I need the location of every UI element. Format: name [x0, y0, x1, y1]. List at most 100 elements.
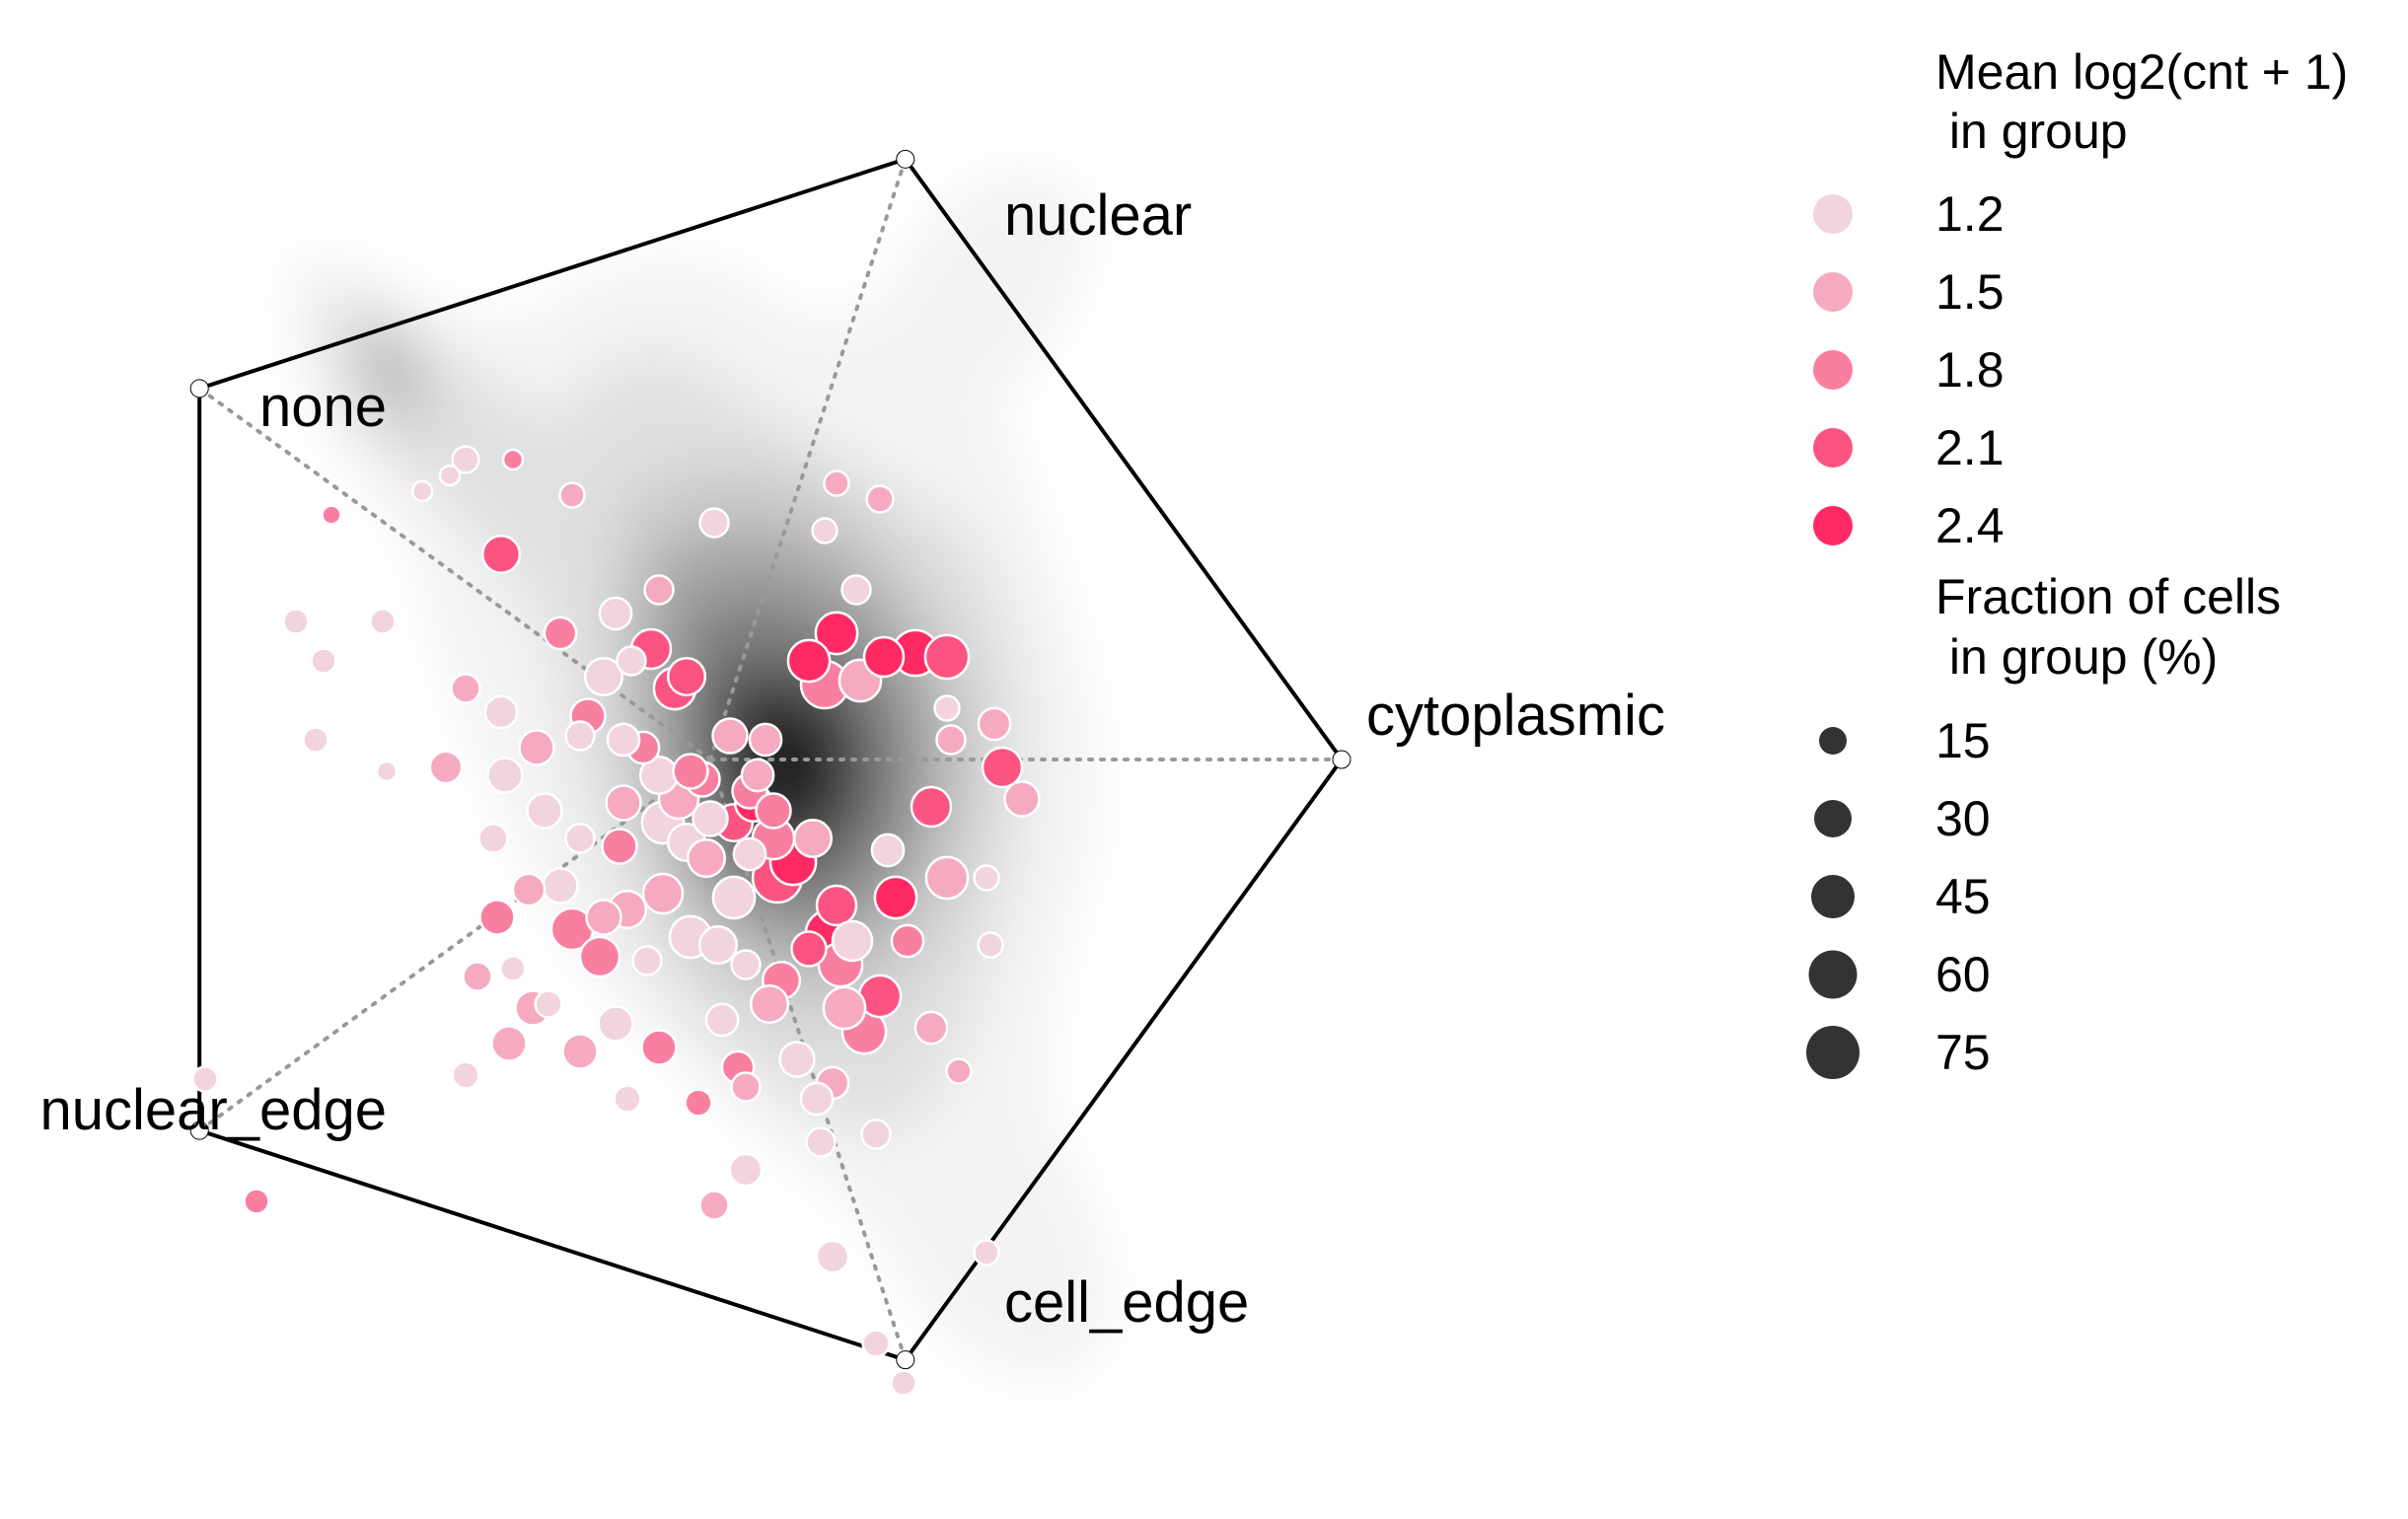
data-point-5	[616, 645, 647, 677]
axis-label-cell-edge: cell_edge	[1004, 1270, 1249, 1335]
pentagon-frame	[197, 156, 1345, 1363]
vertex-cytoplasmic	[1332, 750, 1351, 769]
data-point-114	[672, 753, 709, 790]
color-legend-label-1: 1.5	[1935, 264, 2005, 320]
data-point-124	[613, 1084, 642, 1114]
data-point-121	[790, 930, 828, 968]
data-point-46	[698, 1190, 730, 1221]
size-legend-dot-4	[1806, 1026, 1860, 1079]
color-legend-swatch-4	[1813, 506, 1853, 545]
color-legend-swatch-1	[1813, 272, 1853, 312]
vertex-nuclear_edge	[189, 1121, 209, 1140]
data-point-3	[410, 479, 434, 503]
data-point-104	[490, 1025, 528, 1062]
legend: Mean log2(cnt + 1) in group 1.2 1.5 1.8 2.1…	[1806, 44, 2348, 1080]
data-point-73	[811, 517, 839, 544]
data-point-23	[831, 919, 874, 963]
color-legend-swatch-3	[1813, 428, 1853, 468]
size-legend-label-1: 30	[1935, 791, 1991, 846]
size-legend-dot-3	[1808, 950, 1858, 999]
data-point-98	[477, 823, 509, 854]
data-point-112	[732, 836, 767, 872]
data-point-63	[933, 694, 961, 722]
data-point-87	[558, 481, 586, 509]
data-point-1	[501, 448, 525, 471]
data-point-51	[890, 1369, 917, 1397]
data-point-61	[977, 706, 1012, 742]
data-point-34	[641, 872, 685, 915]
data-point-105	[534, 989, 563, 1019]
data-point-82	[606, 722, 641, 758]
data-point-40	[640, 1029, 678, 1066]
data-point-97	[526, 792, 563, 830]
data-point-59	[945, 1057, 973, 1085]
size-legend-dot-1	[1814, 800, 1852, 837]
data-point-118	[755, 792, 792, 830]
data-point-110	[585, 899, 622, 936]
data-point-25	[870, 832, 906, 868]
data-point-129	[243, 1188, 270, 1215]
data-point-125	[684, 1088, 713, 1118]
data-point-96	[518, 729, 555, 766]
data-point-60	[890, 923, 925, 959]
data-point-47	[704, 1002, 740, 1038]
data-point-111	[601, 828, 638, 865]
data-point-80	[450, 673, 481, 704]
data-point-95	[486, 757, 524, 794]
data-point-53	[924, 855, 970, 901]
color-legend-label-0: 1.2	[1935, 186, 2005, 242]
color-legend-label-4: 2.4	[1935, 498, 2005, 553]
data-point-38	[597, 1005, 634, 1043]
vertex-cell_edge	[896, 1350, 915, 1370]
data-point-126	[451, 1060, 480, 1090]
axis-label-none: none	[259, 375, 387, 439]
size-legend-title-line-2: in group (%)	[1935, 629, 2218, 685]
data-point-113	[692, 800, 729, 837]
data-point-48	[730, 1071, 762, 1103]
data-point-6	[666, 656, 707, 697]
data-point-119	[749, 983, 790, 1025]
data-point-92	[511, 872, 547, 907]
data-point-74	[823, 470, 850, 497]
spoke-nuclear	[708, 157, 908, 761]
data-point-11	[605, 784, 642, 822]
data-point-4	[321, 504, 342, 526]
data-point-99	[564, 823, 596, 854]
color-legend-label-3: 2.1	[1935, 420, 2005, 475]
vertex-none	[189, 379, 209, 398]
vertex-nuclear	[896, 149, 915, 169]
data-point-66	[862, 635, 906, 679]
data-point-79	[483, 694, 519, 730]
data-point-91	[375, 760, 399, 783]
data-point-24	[873, 875, 918, 920]
data-point-90	[302, 726, 329, 754]
data-point-32	[697, 924, 739, 966]
data-point-89	[282, 608, 310, 635]
data-point-19	[792, 818, 834, 859]
data-point-71	[786, 638, 832, 684]
data-point-88	[310, 647, 337, 675]
data-point-72	[865, 484, 895, 514]
data-point-54	[910, 785, 953, 829]
axis-label-nuclear: nuclear	[1004, 183, 1192, 248]
data-point-83	[643, 574, 675, 606]
vertex-markers	[189, 149, 1351, 1370]
data-point-117	[748, 722, 783, 758]
data-points	[191, 445, 1041, 1397]
data-point-21	[815, 884, 858, 927]
data-point-2	[438, 464, 462, 487]
spoke-nuclear_edge	[197, 758, 712, 1133]
data-point-116	[711, 717, 749, 755]
spoke-none	[197, 386, 712, 761]
data-point-50	[861, 1329, 891, 1358]
data-point-123	[730, 949, 762, 980]
size-legend-dot-0	[1819, 727, 1847, 755]
data-point-33	[711, 875, 757, 920]
data-point-76	[583, 656, 624, 697]
axis-label-cytoplasmic: cytoplasmic	[1366, 684, 1665, 748]
data-point-49	[815, 1239, 850, 1274]
data-point-55	[981, 746, 1024, 789]
data-point-57	[973, 864, 1000, 892]
data-point-58	[977, 931, 1004, 959]
